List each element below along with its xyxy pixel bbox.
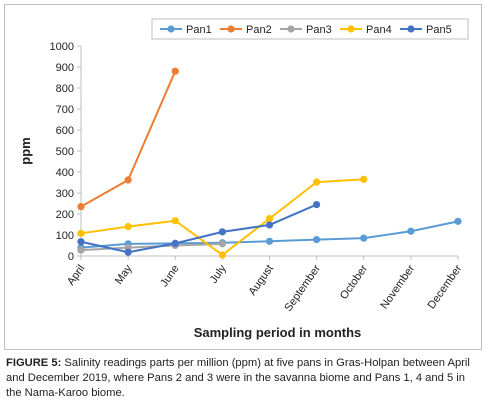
data-point-pan3 (218, 240, 226, 248)
x-tick-label: December (426, 263, 465, 312)
data-point-pan4 (265, 215, 274, 223)
data-point-pan1 (313, 236, 321, 244)
data-point-pan5 (313, 200, 321, 209)
data-point-pan4 (77, 229, 85, 237)
legend-box (151, 18, 469, 40)
y-tick-label: 300 (56, 188, 74, 200)
legend-label: Pan4 (366, 24, 392, 36)
data-point-pan4 (360, 175, 368, 183)
legend-item: Pan3 (280, 24, 332, 36)
figure-caption: FIGURE 5: Salinity readings parts per mi… (6, 356, 482, 401)
x-tick-label: October (338, 263, 370, 302)
legend-label: Pan5 (426, 24, 452, 36)
data-point-pan2 (77, 203, 85, 211)
data-point-pan5 (171, 239, 179, 247)
data-point-pan4 (124, 223, 132, 231)
x-tick-label: September (282, 263, 323, 314)
y-tick-label: 800 (56, 83, 74, 95)
data-point-pan5 (218, 228, 226, 236)
data-point-pan5 (124, 248, 132, 256)
data-point-pan3 (77, 246, 85, 254)
series-line-pan3 (80, 242, 223, 252)
x-tick-label: August (246, 263, 275, 298)
y-tick-label: 1000 (50, 41, 74, 53)
data-point-pan4 (313, 178, 321, 186)
data-point-pan5 (77, 238, 85, 246)
caption-label: FIGURE 5: (6, 357, 62, 369)
series-pan4 (77, 175, 368, 259)
x-tick-label: November (378, 263, 417, 312)
legend-swatch-marker (347, 25, 355, 33)
chart-frame (4, 4, 482, 350)
data-point-pan5 (265, 221, 274, 229)
x-tick-label: July (208, 262, 229, 285)
series-layer (77, 67, 462, 259)
x-tick-label: April (65, 263, 87, 288)
legend-item: Pan4 (340, 24, 392, 36)
y-tick-label: 200 (56, 209, 74, 221)
data-point-pan2 (171, 67, 179, 75)
y-tick-label: 0 (68, 251, 74, 263)
legend: Pan1 Pan2 Pan3 Pan4 Pan5 (151, 18, 469, 40)
caption-text: Salinity readings parts per million (ppm… (6, 357, 470, 399)
data-point-pan4 (171, 217, 179, 225)
data-point-pan1 (360, 234, 368, 242)
data-point-pan4 (218, 251, 226, 259)
legend-swatch-marker (287, 25, 295, 33)
legend-item: Pan5 (400, 24, 452, 36)
y-tick-label: 700 (56, 104, 74, 116)
y-tick-label: 600 (56, 125, 74, 137)
y-tick-label: 400 (56, 167, 74, 179)
y-axis-label: ppm (18, 137, 33, 164)
x-tick-label: May (113, 262, 135, 286)
series-line-pan5 (80, 203, 318, 254)
line-chart: Pan1 Pan2 Pan3 Pan4 Pan5 0 100 200 300 400 500 600… (18, 18, 469, 340)
axes: 0 100 200 300 400 500 600 700 800 900 1000 April May… (50, 41, 465, 314)
data-point-pan1 (265, 237, 274, 245)
data-point-pan2 (124, 176, 132, 184)
y-tick-label: 100 (56, 230, 74, 242)
legend-label: Pan2 (246, 24, 272, 36)
x-axis-label: Sampling period in months (194, 325, 362, 340)
series-pan2 (77, 67, 179, 211)
legend-swatch-marker (227, 25, 235, 33)
y-tick-label: 500 (56, 146, 74, 158)
legend-label: Pan1 (186, 24, 212, 36)
legend-item: Pan2 (220, 24, 272, 36)
data-point-pan1 (454, 217, 462, 225)
legend-label: Pan3 (306, 24, 332, 36)
legend-item: Pan1 (160, 24, 212, 36)
legend-swatch-marker (167, 25, 175, 33)
x-tick-label: June (158, 263, 182, 289)
data-point-pan1 (407, 227, 415, 235)
legend-swatch-marker (407, 25, 415, 33)
series-line-pan2 (80, 70, 177, 208)
y-tick-label: 900 (56, 62, 74, 74)
series-pan5 (77, 200, 321, 256)
